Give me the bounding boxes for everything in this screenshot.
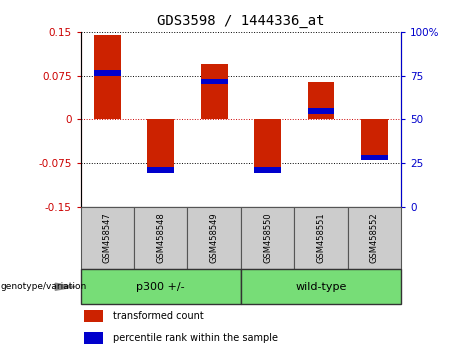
Bar bbox=[94, 35, 121, 120]
Bar bbox=[188, 207, 241, 269]
Text: GSM458550: GSM458550 bbox=[263, 213, 272, 263]
Bar bbox=[81, 269, 241, 304]
Polygon shape bbox=[55, 283, 75, 290]
Bar bbox=[148, 167, 174, 173]
Text: transformed count: transformed count bbox=[112, 312, 203, 321]
Bar bbox=[307, 108, 334, 114]
Bar bbox=[294, 207, 348, 269]
Bar bbox=[94, 70, 121, 76]
Bar bbox=[148, 120, 174, 169]
Bar bbox=[254, 120, 281, 169]
Text: GSM458551: GSM458551 bbox=[316, 213, 325, 263]
Bar bbox=[201, 79, 228, 85]
Bar bbox=[254, 167, 281, 173]
Text: GSM458552: GSM458552 bbox=[370, 213, 379, 263]
Text: percentile rank within the sample: percentile rank within the sample bbox=[112, 333, 278, 343]
Text: GSM458548: GSM458548 bbox=[156, 213, 165, 263]
Bar bbox=[84, 310, 103, 322]
Text: GSM458549: GSM458549 bbox=[210, 213, 219, 263]
Bar bbox=[307, 81, 334, 120]
Bar bbox=[241, 207, 294, 269]
Bar bbox=[201, 64, 228, 120]
Bar bbox=[134, 207, 188, 269]
Text: genotype/variation: genotype/variation bbox=[0, 282, 87, 291]
Title: GDS3598 / 1444336_at: GDS3598 / 1444336_at bbox=[157, 14, 325, 28]
Bar bbox=[361, 120, 388, 158]
Text: GSM458547: GSM458547 bbox=[103, 213, 112, 263]
Bar bbox=[84, 332, 103, 343]
Bar bbox=[361, 154, 388, 160]
Bar bbox=[241, 269, 401, 304]
Text: p300 +/-: p300 +/- bbox=[136, 282, 185, 292]
Bar bbox=[348, 207, 401, 269]
Bar bbox=[81, 207, 134, 269]
Text: wild-type: wild-type bbox=[296, 282, 347, 292]
